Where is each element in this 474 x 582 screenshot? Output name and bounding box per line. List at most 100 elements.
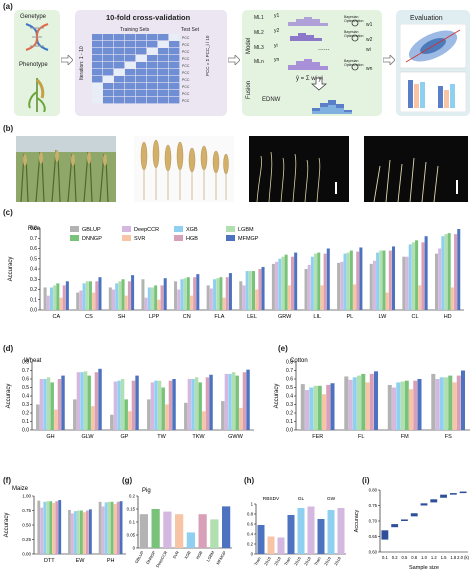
pcc-tick: PCC bbox=[182, 92, 190, 96]
x-tick-label: EW bbox=[76, 558, 86, 564]
model-ml3: ML3 bbox=[254, 45, 264, 51]
bar bbox=[150, 382, 155, 430]
bar bbox=[116, 501, 120, 554]
cv-cell bbox=[92, 83, 103, 90]
pcc-tick: PCC bbox=[182, 64, 190, 68]
x-tick-label: LIL bbox=[313, 314, 321, 320]
cv-cell bbox=[136, 41, 147, 48]
bar bbox=[98, 277, 102, 310]
bar bbox=[365, 382, 370, 430]
cv-cell bbox=[158, 97, 169, 104]
bar bbox=[387, 384, 392, 430]
x-tick-label: GRW bbox=[278, 314, 292, 320]
y-tick-label: 0.0 bbox=[22, 428, 29, 434]
cv-cell bbox=[92, 97, 103, 104]
bar bbox=[193, 277, 197, 310]
bar bbox=[224, 373, 229, 430]
panel-label-a: (a) bbox=[3, 2, 13, 11]
bar bbox=[287, 285, 291, 310]
bar bbox=[317, 252, 321, 310]
pcc-formula: PCC = Σ PCC_i / 10 bbox=[205, 35, 210, 76]
cv-cell bbox=[114, 62, 125, 69]
bar bbox=[144, 297, 148, 310]
pcc-tick: PCC bbox=[182, 57, 190, 61]
cv-cell bbox=[147, 90, 158, 97]
bar bbox=[255, 289, 259, 310]
cv-cell bbox=[103, 83, 114, 90]
cv-cell bbox=[169, 41, 180, 48]
chart-title: Cotton bbox=[290, 358, 308, 364]
bar bbox=[239, 281, 243, 310]
box bbox=[410, 513, 418, 517]
x-tick-label: 2018 bbox=[333, 555, 342, 566]
bar bbox=[408, 389, 414, 430]
panel-label-f: (f) bbox=[3, 476, 11, 485]
cv-cell bbox=[158, 41, 169, 48]
bar bbox=[305, 390, 310, 430]
bar bbox=[310, 256, 314, 310]
x-tick-label: FER bbox=[312, 434, 323, 440]
bar bbox=[304, 269, 308, 310]
bar bbox=[40, 507, 44, 554]
y-tick-label: 0.3 bbox=[286, 402, 293, 408]
cv-cell bbox=[103, 55, 114, 62]
bar bbox=[118, 281, 122, 310]
cv-cell bbox=[92, 90, 103, 97]
y-tick-label: 0.65 bbox=[369, 534, 378, 539]
bar bbox=[392, 246, 396, 310]
x-tick-label: 2.0 (k) bbox=[457, 555, 469, 560]
cv-cell bbox=[158, 83, 169, 90]
bar bbox=[121, 279, 125, 310]
panel-label-h: (h) bbox=[244, 476, 255, 485]
model-mln: MLn bbox=[254, 59, 264, 65]
bar bbox=[326, 248, 330, 310]
cv-cell bbox=[147, 76, 158, 83]
y-axis-label: Accuracy bbox=[354, 509, 360, 532]
bar bbox=[198, 382, 202, 430]
cv-cell bbox=[169, 69, 180, 76]
yi: yi bbox=[274, 43, 278, 49]
bar bbox=[172, 379, 176, 430]
cv-cell bbox=[103, 76, 114, 83]
bar bbox=[219, 277, 223, 310]
bar bbox=[447, 233, 451, 310]
bar bbox=[79, 290, 83, 310]
bar bbox=[356, 251, 360, 310]
bar bbox=[349, 250, 353, 310]
cv-cell bbox=[103, 97, 114, 104]
y-tick-label: 0.4 bbox=[22, 394, 29, 400]
bar bbox=[242, 285, 246, 310]
rice-field-photo bbox=[16, 136, 116, 202]
fusion-label: Fusion bbox=[246, 80, 252, 99]
box bbox=[381, 530, 389, 540]
y-tick-label: 0.3 bbox=[22, 402, 29, 408]
bar bbox=[235, 375, 239, 430]
legend-swatch bbox=[174, 226, 183, 232]
cv-cell bbox=[125, 34, 136, 41]
bar bbox=[267, 536, 275, 554]
rice-plant-icon bbox=[28, 78, 46, 112]
cv-cell bbox=[103, 34, 114, 41]
bar bbox=[120, 379, 125, 430]
y-axis-label: Accuracy bbox=[274, 384, 280, 409]
bar bbox=[49, 501, 53, 554]
legend-label: HGB bbox=[186, 236, 198, 242]
cv-cell bbox=[158, 34, 169, 41]
cv-cell bbox=[169, 48, 180, 55]
cv-cell bbox=[147, 55, 158, 62]
plant-dark-photo-2 bbox=[364, 136, 468, 202]
bar bbox=[74, 511, 77, 554]
x-tick-label: PL bbox=[346, 314, 353, 320]
bar bbox=[82, 512, 86, 554]
training-sets-label: Training Sets bbox=[120, 27, 150, 33]
bar bbox=[405, 256, 409, 310]
bar bbox=[326, 384, 331, 430]
bar bbox=[373, 371, 379, 430]
dna-icon bbox=[25, 23, 49, 51]
bar bbox=[344, 376, 349, 430]
legend-swatch bbox=[226, 226, 235, 232]
group-label: GW bbox=[327, 496, 336, 502]
bar bbox=[281, 256, 285, 310]
cv-cell bbox=[92, 34, 103, 41]
